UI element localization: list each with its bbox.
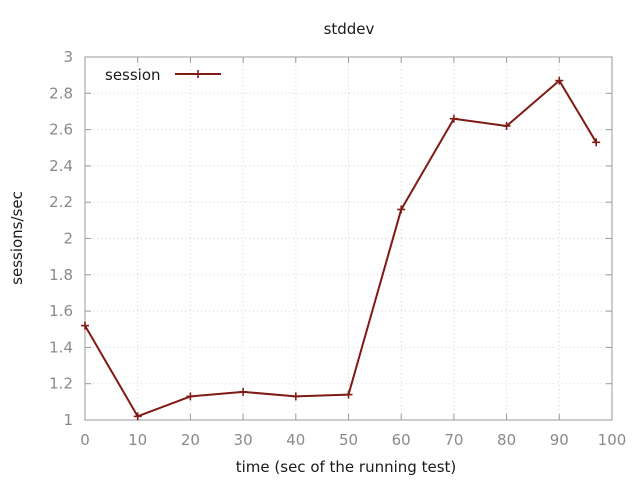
y-tick-label: 2 [63, 230, 73, 248]
data-point [449, 114, 458, 123]
legend: session [105, 66, 221, 84]
data-point [239, 387, 248, 396]
data-point [502, 121, 511, 130]
x-tick-label: 10 [128, 431, 147, 449]
data-point [81, 321, 89, 330]
data-point [555, 76, 564, 85]
x-tick-label: 60 [392, 431, 411, 449]
legend-marker-session [194, 70, 202, 78]
series-layer [81, 76, 601, 421]
x-tick-label: 70 [444, 431, 463, 449]
y-tick-label: 1 [63, 411, 73, 429]
data-point [344, 390, 353, 399]
grid [85, 57, 612, 420]
y-tick-label: 3 [63, 48, 73, 66]
x-axis-title: time (sec of the running test) [236, 458, 457, 476]
data-point [194, 70, 202, 78]
y-tick-label: 1.4 [49, 338, 73, 356]
ticks [84, 56, 613, 421]
y-tick-label: 1.8 [49, 266, 73, 284]
y-tick-label: 2.4 [49, 157, 73, 175]
x-tick-label: 30 [234, 431, 253, 449]
x-tick-label: 90 [550, 431, 569, 449]
chart-title: stddev [324, 20, 375, 38]
data-point [186, 392, 195, 401]
legend-label-session: session [105, 66, 161, 84]
data-point [133, 412, 142, 421]
data-point [397, 205, 406, 214]
x-tick-label: 80 [497, 431, 516, 449]
y-axis-title: sessions/sec [8, 191, 26, 285]
y-tick-label: 2.8 [49, 84, 73, 102]
y-tick-labels: 1 1.2 1.4 1.6 1.8 2 2.2 2.4 2.6 2.8 3 [49, 48, 73, 429]
x-tick-label: 100 [598, 431, 627, 449]
y-tick-label: 1.6 [49, 302, 73, 320]
x-tick-label: 40 [286, 431, 305, 449]
data-point [592, 138, 601, 147]
x-tick-label: 0 [80, 431, 90, 449]
x-tick-label: 20 [181, 431, 200, 449]
x-tick-labels: 0 10 20 30 40 50 60 70 80 90 100 [80, 431, 626, 449]
y-tick-label: 2.2 [49, 193, 73, 211]
y-tick-label: 1.2 [49, 375, 73, 393]
data-point [291, 392, 300, 401]
x-tick-label: 50 [339, 431, 358, 449]
y-tick-label: 2.6 [49, 121, 73, 139]
series-line-session [84, 79, 598, 418]
